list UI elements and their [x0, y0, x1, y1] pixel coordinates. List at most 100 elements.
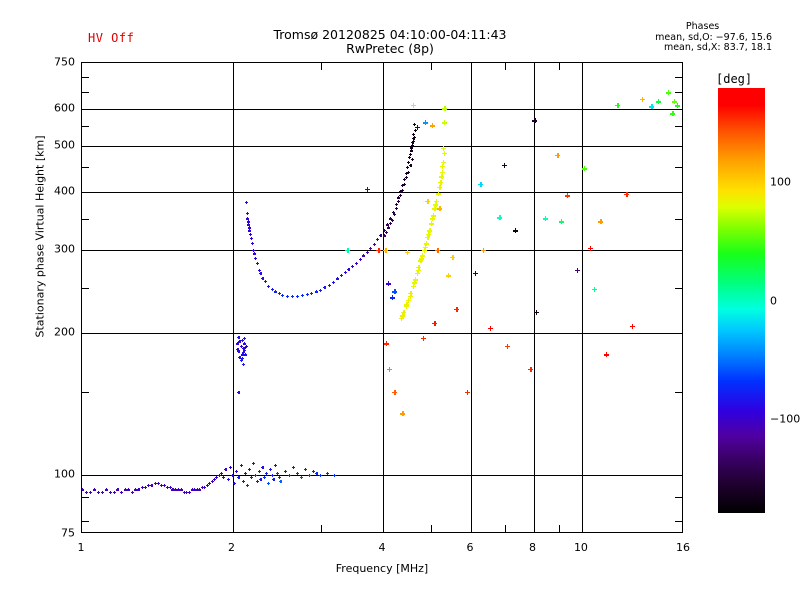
data-point [168, 486, 172, 490]
data-point [277, 292, 281, 296]
data-point [666, 90, 672, 96]
data-point [670, 111, 676, 117]
phases-annotation: Phases mean, sd,O: −97.6, 15.6 mean, sd,… [655, 21, 772, 54]
axis-tick [431, 63, 433, 70]
data-point [147, 484, 151, 488]
data-point [512, 228, 518, 234]
data-point [425, 198, 431, 204]
data-point [228, 465, 232, 469]
data-point [144, 486, 148, 490]
gridline-vertical [533, 63, 535, 532]
data-point [179, 488, 183, 492]
axis-tick [82, 191, 93, 193]
data-point [441, 120, 447, 126]
y-axis-title: Stationary phase Virtual Height [km] [33, 135, 47, 338]
data-point [399, 194, 403, 198]
axis-tick [82, 218, 89, 220]
data-point [277, 475, 281, 479]
data-point [240, 356, 244, 360]
y-tick-label: 200 [54, 325, 75, 339]
data-point [433, 202, 439, 208]
plot-area [81, 62, 683, 533]
data-point [414, 271, 420, 276]
data-point [405, 176, 409, 180]
data-point [263, 475, 267, 479]
data-point [224, 467, 228, 471]
data-point [422, 244, 428, 250]
data-point [376, 238, 379, 242]
data-point [428, 221, 434, 227]
axis-tick [675, 126, 682, 128]
data-point [487, 325, 493, 331]
data-point [412, 137, 416, 141]
data-point [248, 232, 252, 236]
data-point [89, 490, 93, 494]
data-point [238, 355, 242, 359]
data-point [237, 336, 241, 339]
data-point [116, 488, 120, 492]
data-point [270, 287, 274, 291]
data-point [185, 490, 189, 494]
data-point [120, 490, 124, 494]
data-point [97, 490, 101, 494]
data-point [239, 359, 243, 363]
gridline-horizontal [82, 250, 682, 252]
data-point [236, 347, 240, 351]
data-point [388, 222, 392, 226]
data-point [140, 486, 144, 490]
y-tick-label: 600 [54, 101, 75, 115]
data-point [372, 242, 376, 246]
axis-tick [471, 521, 473, 532]
data-point [558, 219, 564, 225]
data-point [259, 272, 263, 275]
data-point [401, 309, 407, 315]
data-point [400, 313, 406, 319]
gridline-horizontal [82, 333, 682, 335]
axis-tick [675, 167, 682, 169]
x-tick-label: 1 [77, 541, 85, 554]
y-tick-label: 300 [54, 242, 75, 256]
data-point [238, 340, 242, 344]
data-point [165, 486, 169, 490]
data-point [82, 488, 84, 492]
data-point [420, 336, 426, 342]
data-point [242, 337, 246, 341]
data-point [434, 198, 440, 204]
data-point [407, 293, 413, 299]
data-point [425, 234, 431, 240]
data-point [410, 283, 416, 289]
data-point [575, 267, 581, 273]
x-tick-label: 10 [573, 541, 588, 554]
data-point [251, 461, 255, 465]
data-point [195, 488, 199, 492]
data-point [249, 237, 253, 240]
data-point [403, 177, 407, 181]
axis-tick [82, 496, 89, 498]
axis-tick [675, 392, 682, 394]
data-point [414, 124, 420, 130]
gridline-vertical [581, 63, 583, 532]
data-point [123, 488, 127, 492]
axis-tick [533, 63, 535, 74]
data-point [411, 132, 415, 136]
y-tick-label: 75 [61, 526, 75, 540]
data-point [245, 211, 249, 215]
data-point [242, 342, 246, 346]
data-point [244, 200, 248, 204]
data-point [420, 253, 426, 259]
axis-tick [82, 475, 93, 477]
data-point [241, 362, 245, 366]
colorbar-unit-label: [deg] [716, 72, 753, 86]
axis-tick [82, 392, 89, 394]
data-point [200, 486, 204, 490]
data-point [403, 182, 407, 186]
data-point [274, 463, 278, 467]
data-point [615, 102, 621, 108]
data-point [598, 219, 604, 225]
data-point [412, 122, 416, 126]
data-point [441, 150, 447, 156]
data-point [272, 477, 276, 481]
data-point [266, 482, 270, 485]
data-point [445, 273, 451, 279]
